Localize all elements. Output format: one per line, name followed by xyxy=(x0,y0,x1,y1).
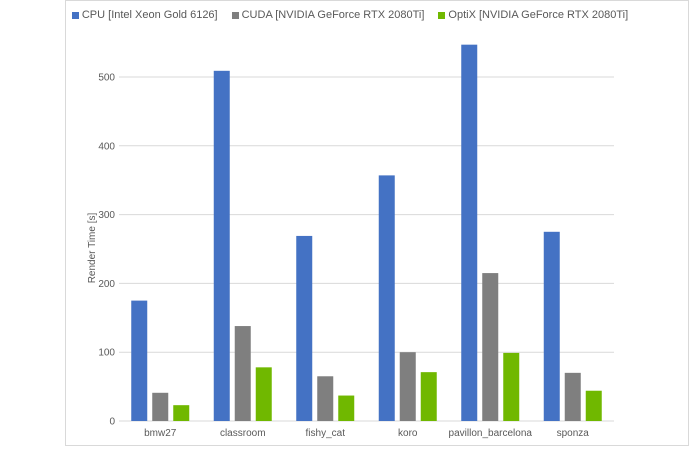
legend-label: OptiX [NVIDIA GeForce RTX 2080Ti] xyxy=(448,9,629,21)
bar-sponza-cuda xyxy=(564,372,581,421)
x-tick-label: fishy_cat xyxy=(306,428,346,439)
legend-swatch xyxy=(438,11,446,19)
bar-classroom-optix xyxy=(255,367,272,421)
bar-koro-optix xyxy=(420,372,437,421)
y-tick-label: 100 xyxy=(98,348,115,359)
legend-label: CUDA [NVIDIA GeForce RTX 2080Ti] xyxy=(241,9,425,21)
x-tick-label: sponza xyxy=(557,428,590,439)
bar-sponza-cpu xyxy=(543,231,560,421)
y-tick-label: 200 xyxy=(98,279,115,290)
bar-classroom-cuda xyxy=(234,326,251,421)
bar-pavillon_barcelona-optix xyxy=(503,352,520,421)
legend-item-cpu: CPU [Intel Xeon Gold 6126] xyxy=(71,9,218,21)
y-tick-label: 500 xyxy=(98,73,115,84)
bar-sponza-optix xyxy=(585,390,602,421)
legend-swatch xyxy=(231,11,239,19)
x-tick-label: koro xyxy=(398,428,418,439)
y-axis-label: Render Time [s] xyxy=(87,212,98,283)
bar-pavillon_barcelona-cuda xyxy=(482,273,499,421)
legend-swatch xyxy=(71,11,79,19)
x-tick-label: classroom xyxy=(220,428,266,439)
legend-item-optix: OptiX [NVIDIA GeForce RTX 2080Ti] xyxy=(438,9,628,21)
chart-frame xyxy=(65,0,689,446)
bar-fishy_cat-cuda xyxy=(317,376,334,421)
y-tick-label: 400 xyxy=(98,141,115,152)
legend: CPU [Intel Xeon Gold 6126] CUDA [NVIDIA … xyxy=(0,9,700,21)
bar-fishy_cat-cpu xyxy=(296,235,313,421)
legend-label: CPU [Intel Xeon Gold 6126] xyxy=(81,9,218,21)
bar-koro-cuda xyxy=(399,352,416,421)
bar-koro-cpu xyxy=(378,175,395,421)
bar-bmw27-cpu xyxy=(131,300,148,421)
y-tick-label: 300 xyxy=(98,210,115,221)
x-tick-label: bmw27 xyxy=(144,428,177,439)
legend-item-cuda: CUDA [NVIDIA GeForce RTX 2080Ti] xyxy=(231,9,425,21)
bar-bmw27-optix xyxy=(173,405,190,421)
bar-bmw27-cuda xyxy=(152,392,169,421)
y-tick-label: 0 xyxy=(109,417,115,428)
bar-classroom-cpu xyxy=(213,70,230,422)
bar-fishy_cat-optix xyxy=(338,395,355,421)
x-tick-label: pavillon_barcelona xyxy=(449,428,533,439)
bar-pavillon_barcelona-cpu xyxy=(461,44,478,421)
